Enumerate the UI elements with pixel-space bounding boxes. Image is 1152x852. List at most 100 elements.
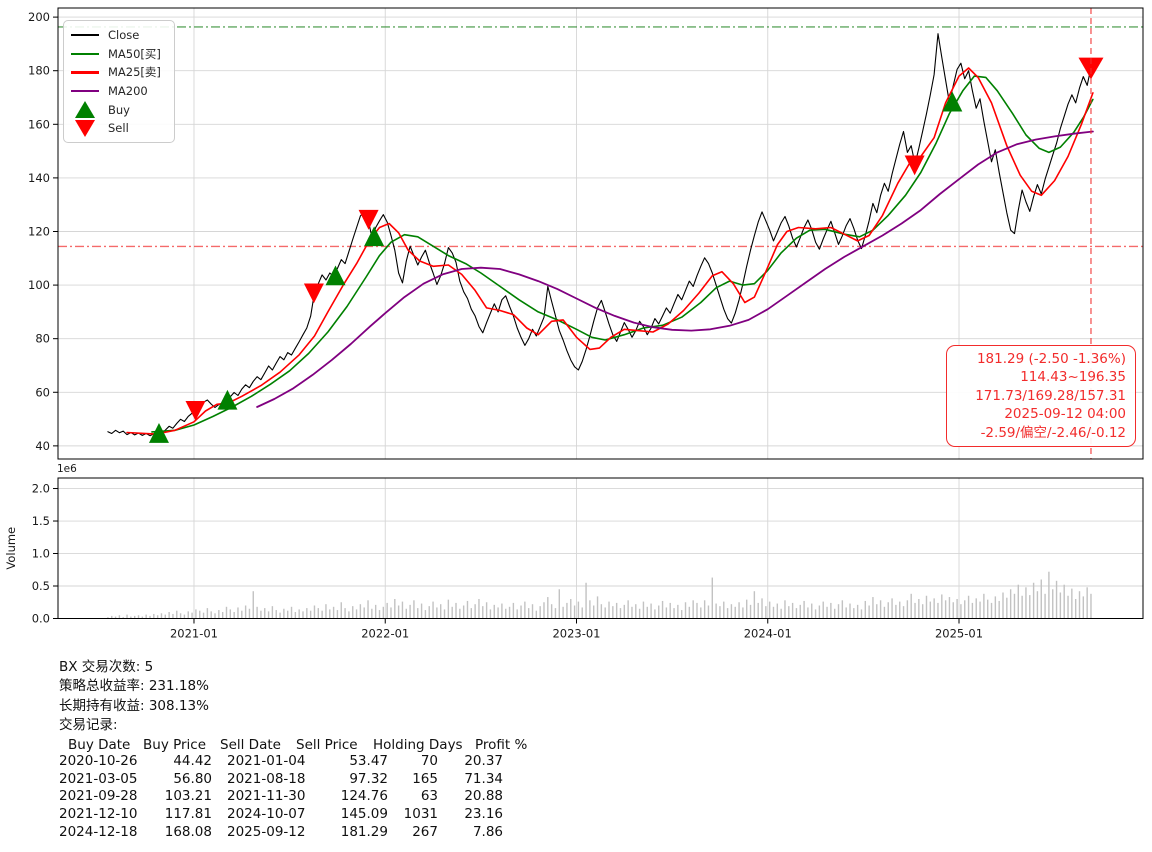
volume-bar (283, 608, 285, 619)
volume-bar (554, 608, 557, 619)
volume-bar (1044, 593, 1046, 619)
trade-header-buy-date: Buy Date (68, 736, 131, 753)
volume-bar (822, 601, 824, 619)
volume-bar (807, 607, 809, 619)
trade-records-label: 交易记录: (59, 717, 118, 734)
volume-bar (1074, 599, 1077, 619)
legend-label: Sell (108, 121, 129, 136)
volume-bar (665, 607, 668, 619)
trade-cell-spacer (212, 753, 227, 771)
trade-cell-days: 267 (412, 823, 438, 840)
trade-row: 2021-03-05 56.80 2021-08-18 97.32 165 71.34 (59, 771, 579, 789)
volume-bar (730, 604, 733, 619)
volume-bar (543, 602, 545, 619)
volume-bar (1063, 584, 1065, 619)
volume-bar (860, 609, 863, 619)
trade-header-buy-price: Buy Price (143, 736, 207, 753)
volume-bar (244, 605, 247, 619)
sell-marker (185, 400, 206, 421)
volume-bar (317, 608, 320, 619)
trade-row: 2021-09-28 103.21 2021-11-30 124.76 63 20.88 (59, 788, 579, 806)
volume-bar (612, 606, 614, 619)
strategy-return-line: 策略总收益率: 231.18% (59, 678, 209, 695)
volume-bar (627, 600, 629, 619)
trade-row: 2024-12-18 168.08 2025-09-12 181.29 267 7.86 (59, 824, 579, 842)
volume-plot-border (57, 477, 1144, 619)
volume-bar (470, 608, 473, 619)
volume-bar (252, 591, 254, 619)
volume-bar (466, 600, 469, 619)
volume-bar (436, 607, 438, 619)
volume-bar (899, 601, 901, 619)
volume-bar (1086, 587, 1088, 619)
volume-bar (459, 608, 461, 619)
volume-bar (589, 600, 591, 619)
volume-bar (275, 610, 277, 619)
volume-bar (156, 615, 159, 619)
volume-bar (883, 606, 886, 619)
volume-bar (856, 604, 859, 619)
volume-bar (214, 613, 216, 619)
legend-item-ma50: MA50[买] (71, 45, 168, 64)
volume-bar (776, 603, 779, 619)
volume-bar (1017, 584, 1020, 619)
volume-bar (837, 604, 840, 619)
trade-header-sell-price: Sell Price (296, 736, 358, 753)
volume-bar (891, 598, 893, 619)
trade-cell-sell_price: 124.76 (340, 788, 388, 805)
volume-bar (550, 604, 553, 619)
close-line (107, 33, 1092, 437)
volume-bar (298, 609, 300, 619)
trade-table-header: Buy Date Buy Price Sell Date Sell Price Hold… (59, 736, 579, 754)
volume-bar (390, 607, 392, 619)
volume-bar (179, 613, 182, 619)
volume-bar (118, 615, 121, 619)
volume-bar (199, 610, 201, 619)
volume-bar (493, 604, 495, 619)
annotation-line-date: 2025-09-12 04:00 (1004, 406, 1126, 423)
volume-bar (225, 606, 228, 619)
volume-bar (673, 608, 675, 619)
trade-cell-profit: 7.86 (472, 823, 503, 840)
trade-cell-profit: 20.88 (464, 788, 503, 805)
volume-bar (757, 602, 759, 619)
trade-header-profit-: Profit % (475, 736, 528, 753)
volume-bar (975, 598, 977, 619)
volume-bar (791, 602, 794, 619)
volume-bar (1002, 592, 1004, 619)
volume-bar (983, 593, 985, 619)
volume-bar (122, 617, 124, 619)
legend-item-ma200: MA200 (71, 82, 168, 101)
volume-bar (581, 607, 583, 619)
volume-axis-tick-label: 2.0 (32, 482, 50, 496)
trade-cell-sell_date: 2025-09-12 (227, 823, 306, 840)
volume-bar (520, 605, 522, 619)
x-axis-tick-label: 2023-01 (552, 627, 600, 641)
volume-bar (956, 599, 958, 619)
volume-bar (497, 607, 499, 619)
trade-row: 2021-12-10 117.81 2024-10-07 145.09 1031 23.1… (59, 806, 579, 824)
buy-marker (148, 423, 169, 443)
volume-bar (1071, 588, 1073, 619)
volume-bar (635, 604, 637, 619)
volume-bar (218, 610, 220, 619)
trade-cell-sell_price: 97.32 (349, 770, 388, 787)
trade-table: 2020-10-26 44.42 2021-01-04 53.47 70 20.37 202… (59, 753, 579, 841)
volume-bar (172, 613, 174, 619)
volume-bar (187, 611, 189, 619)
volume-axis-title: Volume (4, 527, 18, 570)
volume-bar (359, 604, 362, 619)
volume-bar (566, 602, 568, 619)
price-axis-tick-label: 100 (28, 278, 50, 292)
price-axis-tick-label: 200 (28, 10, 50, 24)
volume-bar (761, 598, 763, 619)
volume-bar (321, 610, 323, 619)
volume-bar (964, 600, 966, 619)
volume-bar (371, 608, 373, 619)
volume-bar (845, 607, 847, 619)
volume-bar (650, 603, 652, 619)
volume-bar (631, 606, 633, 619)
volume-bar (558, 589, 560, 619)
volume-bar (176, 610, 178, 619)
